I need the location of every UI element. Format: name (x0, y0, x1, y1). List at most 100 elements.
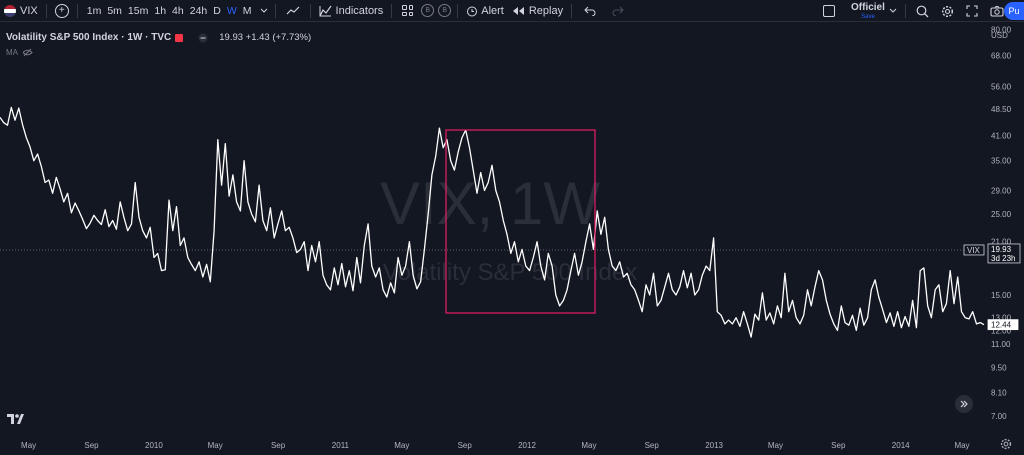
settings-button[interactable] (935, 0, 960, 22)
search-button[interactable] (910, 0, 935, 22)
ma-label: MA (6, 48, 18, 57)
legend-title[interactable]: Volatility S&P 500 Index · 1W · TVC (6, 32, 172, 43)
divider (309, 3, 311, 18)
divider (76, 3, 78, 18)
interval-M[interactable]: M (242, 4, 252, 17)
fullscreen-button[interactable] (960, 0, 984, 22)
alert-label: Alert (481, 4, 504, 17)
indicators-button[interactable]: Indicators (315, 0, 388, 22)
tradingview-logo[interactable] (6, 412, 24, 426)
replay-label: Replay (528, 4, 564, 17)
badge-2[interactable]: B (438, 4, 452, 17)
gear-icon (941, 5, 953, 17)
x-tick-label: 2014 (892, 441, 910, 450)
y-tick-label: 48.50 (991, 105, 1012, 114)
symbol-search[interactable]: VIX (0, 0, 42, 22)
y-tick-label: 35.00 (991, 157, 1012, 166)
x-tick-label: Sep (84, 441, 99, 450)
replay-icon (512, 6, 524, 15)
currency-label[interactable]: USD (991, 31, 1008, 40)
y-tick-label: 41.00 (991, 132, 1012, 141)
time-axis[interactable]: May Sep 2010 May Sep 2011 May Sep 2012 May Sep 2013… (21, 441, 970, 450)
x-tick-label: 2010 (145, 441, 163, 450)
last-price-tag-text: 12.44 (991, 321, 1012, 330)
highlight-box[interactable] (445, 129, 596, 314)
alarm-clock-icon (467, 6, 478, 16)
chevron-down-icon (889, 8, 897, 13)
watermark-symbol: VIX, 1W (380, 170, 600, 237)
layout-name: Officiel (851, 1, 885, 13)
x-tick-label: May (581, 441, 596, 450)
chevron-down-icon (260, 8, 267, 13)
x-tick-label: May (768, 441, 783, 450)
top-toolbar: VIX + 1m 5m 15m 1h 4h 24h D W M Indicators B B A… (0, 0, 1024, 22)
scroll-to-realtime-button[interactable] (955, 395, 973, 413)
chart-settings-button[interactable] (1000, 438, 1012, 450)
y-tick-label: 80.00 (991, 26, 1012, 35)
symbol-price-tag: VIX (963, 244, 985, 256)
x-tick-label: Sep (458, 441, 473, 450)
indicators-label: Indicators (335, 4, 384, 17)
redo-icon (612, 6, 624, 16)
compare-symbol-button[interactable]: + (51, 0, 73, 22)
layout-name-button[interactable]: Officiel Save (851, 1, 885, 20)
vix-series-line (0, 106, 985, 338)
interval-D[interactable]: D (213, 4, 221, 17)
chart-legend: Volatility S&P 500 Index · 1W · TVC 19.9… (6, 32, 311, 43)
redo-button[interactable] (604, 0, 632, 22)
collapse-icon[interactable] (197, 33, 209, 43)
interval-dropdown-button[interactable] (257, 0, 271, 22)
x-tick-label: Sep (831, 441, 846, 450)
chart-type-button[interactable] (280, 0, 306, 22)
interval-1h[interactable]: 1h (154, 4, 167, 17)
interval-24h[interactable]: 24h (189, 4, 208, 17)
replay-button[interactable]: Replay (508, 0, 567, 22)
price-axis[interactable]: 80.00 68.00 56.00 48.50 41.00 35.00 29.00 25.00… (991, 26, 1012, 421)
y-tick-label: 12.00 (991, 326, 1012, 335)
templates-icon (402, 5, 414, 16)
divider (274, 3, 276, 18)
y-tick-label: 56.00 (991, 82, 1012, 91)
interval-W[interactable]: W (226, 4, 237, 17)
search-icon (916, 5, 929, 17)
alert-button[interactable]: Alert (462, 0, 508, 22)
divider (571, 3, 573, 18)
x-tick-label: 2012 (518, 441, 536, 450)
x-tick-label: Sep (271, 441, 286, 450)
x-tick-label: 2013 (705, 441, 723, 450)
fullscreen-icon (966, 5, 978, 17)
camera-icon (990, 6, 1004, 17)
divider (457, 3, 459, 18)
publish-button[interactable]: Pu (1004, 2, 1024, 20)
interval-4h[interactable]: 4h (172, 4, 184, 17)
live-dot-icon (175, 33, 184, 42)
y-tick-label: 8.10 (991, 389, 1007, 398)
y-tick-label: 25.00 (991, 210, 1012, 219)
double-chevron-right-icon (960, 400, 968, 408)
divider (904, 4, 906, 18)
y-tick-label: 11.00 (991, 340, 1011, 349)
ma-indicator[interactable]: MA (6, 48, 33, 57)
layout-status: Save (861, 13, 875, 20)
undo-button[interactable] (576, 0, 604, 22)
x-tick-label: May (954, 441, 969, 450)
templates-button[interactable] (396, 0, 419, 22)
layout-toggle-button[interactable] (817, 0, 841, 22)
gear-icon (1000, 438, 1012, 450)
symbol-price-tag-text: VIX (967, 246, 981, 255)
layout-dropdown-button[interactable] (885, 0, 901, 22)
interval-5m[interactable]: 5m (107, 4, 122, 17)
y-tick-label: 13.00 (991, 314, 1012, 323)
price-chart[interactable]: VIX, 1W Volatility S&P 500 Index 80.00 68… (0, 22, 1024, 455)
symbol-label: VIX (20, 4, 38, 17)
interval-group: 1m 5m 15m 1h 4h 24h D W M (82, 0, 257, 22)
eye-off-icon[interactable] (22, 48, 33, 57)
snapshot-button[interactable] (984, 0, 1010, 22)
x-tick-label: May (394, 441, 409, 450)
interval-15m[interactable]: 15m (127, 4, 149, 17)
interval-1m[interactable]: 1m (86, 4, 102, 17)
badge-1[interactable]: B (421, 4, 435, 17)
current-price-tag-text: 19.93 (991, 245, 1012, 254)
y-tick-label: 9.50 (991, 363, 1007, 372)
